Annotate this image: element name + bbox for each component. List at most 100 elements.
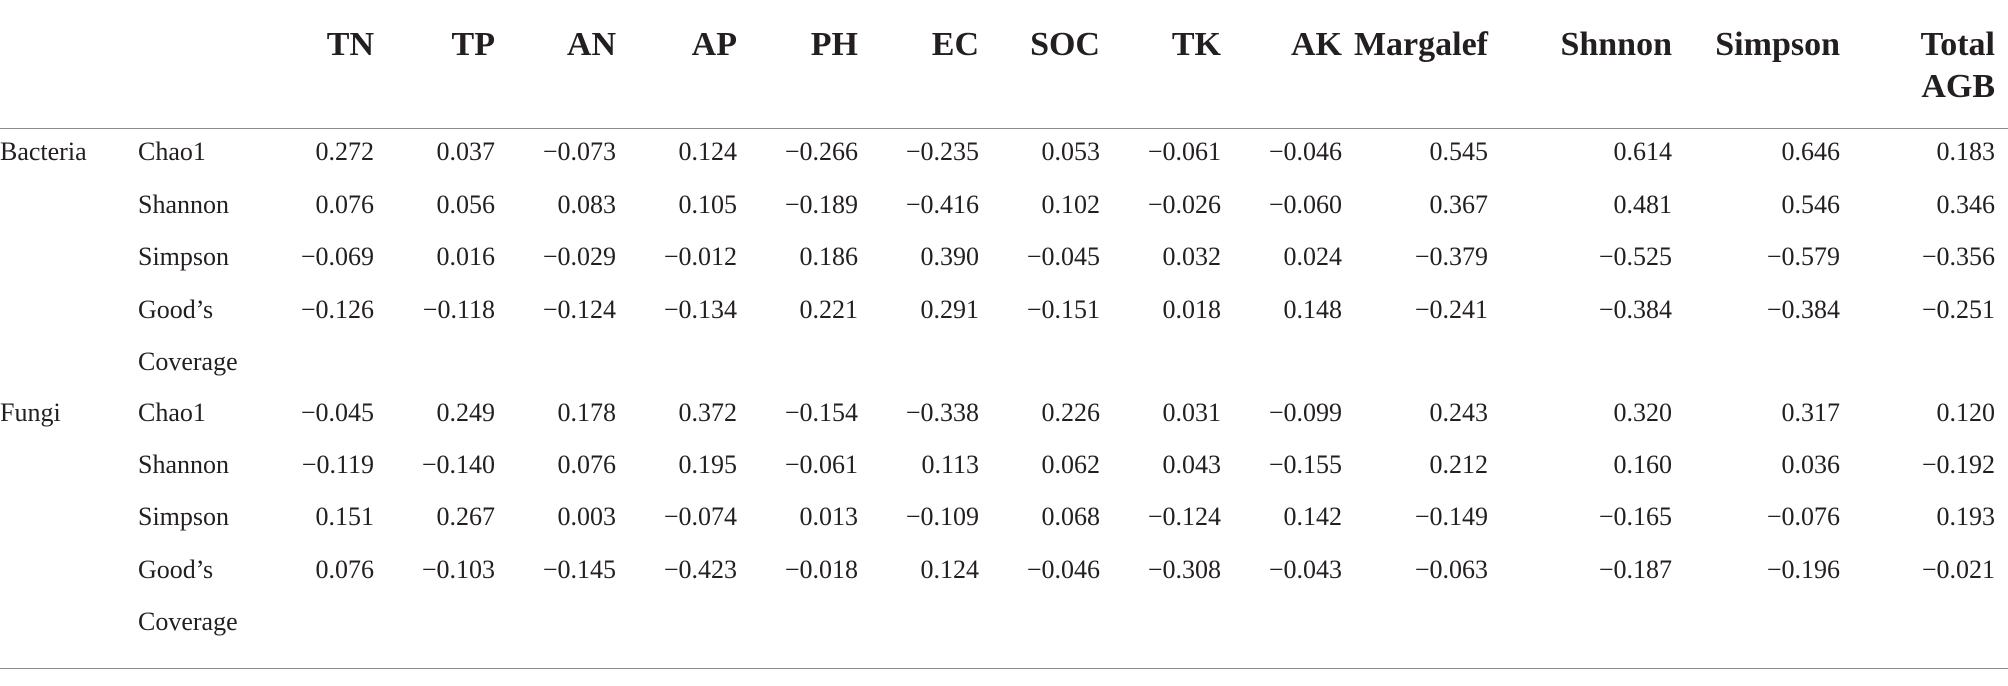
table-cell: −0.109 <box>905 502 979 531</box>
table-cell: 0.013 <box>799 502 859 531</box>
table-cell: 0.178 <box>557 398 617 427</box>
table-cell: 0.272 <box>315 137 375 166</box>
column-header: Simpson <box>1715 26 1840 63</box>
table-cell: 0.076 <box>315 555 375 584</box>
table-cell: −0.154 <box>784 398 858 427</box>
row-label: Chao1 <box>138 398 206 427</box>
table-cell: 0.102 <box>1041 190 1101 219</box>
table-cell: 0.481 <box>1613 190 1673 219</box>
table-cell: 0.124 <box>920 555 980 584</box>
table-cell: 0.193 <box>1936 502 1996 531</box>
table-cell: 0.018 <box>1162 295 1222 324</box>
row-label: Chao1 <box>138 137 206 166</box>
table-cell: 0.056 <box>436 190 496 219</box>
table-cell: 0.212 <box>1429 450 1489 479</box>
table-cell: −0.384 <box>1598 295 1672 324</box>
table-cell: 0.062 <box>1041 450 1101 479</box>
table-cell: 0.083 <box>557 190 617 219</box>
table-cell: −0.119 <box>301 450 374 479</box>
table-cell: 0.546 <box>1781 190 1841 219</box>
table-cell: 0.036 <box>1781 450 1841 479</box>
table-cell: −0.029 <box>542 242 616 271</box>
table-cell: 0.031 <box>1162 398 1222 427</box>
column-header: Shnnon <box>1560 26 1672 63</box>
table-cell: −0.045 <box>300 398 374 427</box>
table-cell: 0.032 <box>1162 242 1222 271</box>
table-cell: −0.103 <box>421 555 495 584</box>
table-cell: 0.186 <box>799 242 859 271</box>
table-cell: −0.356 <box>1921 242 1995 271</box>
table-cell: 0.076 <box>557 450 617 479</box>
table-cell: −0.061 <box>784 450 858 479</box>
table-cell: 0.317 <box>1781 398 1841 427</box>
group-label: Bacteria <box>0 137 87 166</box>
table-cell: 0.113 <box>921 450 979 479</box>
table-cell: −0.140 <box>421 450 495 479</box>
table-cell: 0.614 <box>1613 137 1673 166</box>
column-header: Total AGB <box>1920 26 1995 105</box>
table-cell: 0.076 <box>315 190 375 219</box>
table-cell: −0.423 <box>663 555 737 584</box>
row-label: Shannon <box>138 190 229 219</box>
table-cell: 0.142 <box>1283 502 1343 531</box>
table-cell: −0.338 <box>905 398 979 427</box>
table-cell: 0.195 <box>678 450 738 479</box>
table-cell: 0.390 <box>920 242 980 271</box>
column-header: TN <box>326 26 374 63</box>
table-cell: −0.151 <box>1026 295 1100 324</box>
table-cell: −0.018 <box>784 555 858 584</box>
table-cell: −0.251 <box>1921 295 1995 324</box>
column-header: AP <box>691 26 737 63</box>
table-cell: 0.243 <box>1429 398 1489 427</box>
table-cell: −0.134 <box>663 295 737 324</box>
table-cell: 0.367 <box>1429 190 1489 219</box>
table-cell: −0.012 <box>663 242 737 271</box>
table-cell: 0.105 <box>678 190 738 219</box>
table-cell: −0.525 <box>1598 242 1672 271</box>
table-cell: −0.145 <box>542 555 616 584</box>
table-cell: −0.579 <box>1766 242 1840 271</box>
table-cell: −0.021 <box>1921 555 1995 584</box>
table-cell: 0.320 <box>1613 398 1673 427</box>
table-cell: −0.099 <box>1268 398 1342 427</box>
table-cell: 0.068 <box>1041 502 1101 531</box>
row-label: Simpson <box>138 242 230 271</box>
column-header: Margalef <box>1353 26 1488 63</box>
table-cell: −0.416 <box>905 190 979 219</box>
table-cell: 0.291 <box>920 295 980 324</box>
table-cell: −0.046 <box>1026 555 1100 584</box>
table-cell: 0.183 <box>1936 137 1996 166</box>
table-cell: 0.221 <box>799 295 859 324</box>
table-cell: −0.196 <box>1766 555 1840 584</box>
table-cell: 0.372 <box>678 398 738 427</box>
table-cell: −0.308 <box>1147 555 1221 584</box>
table-cell: 0.124 <box>678 137 738 166</box>
table-cell: 0.151 <box>315 502 375 531</box>
table-cell: −0.241 <box>1414 295 1488 324</box>
table-cell: −0.149 <box>1414 502 1488 531</box>
table-cell: 0.003 <box>557 502 617 531</box>
table-cell: 0.545 <box>1429 137 1489 166</box>
column-header: SOC <box>1030 26 1100 63</box>
table-cell: −0.379 <box>1414 242 1488 271</box>
table-cell: 0.267 <box>436 502 496 531</box>
bottom-rule <box>0 668 2008 669</box>
table-cell: 0.226 <box>1041 398 1101 427</box>
table-cell: 0.346 <box>1936 190 1996 219</box>
table-cell: −0.187 <box>1598 555 1672 584</box>
table-cell: −0.026 <box>1147 190 1221 219</box>
table-cell: −0.126 <box>300 295 374 324</box>
table-cell: −0.060 <box>1268 190 1342 219</box>
group-label: Fungi <box>0 398 61 427</box>
table-cell: −0.155 <box>1268 450 1342 479</box>
table-cell: −0.192 <box>1921 450 1995 479</box>
column-header: TP <box>451 26 495 63</box>
table-cell: 0.016 <box>436 242 496 271</box>
table-cell: −0.266 <box>784 137 858 166</box>
table-cell: −0.043 <box>1268 555 1342 584</box>
table-cell: 0.053 <box>1041 137 1101 166</box>
table-cell: −0.124 <box>542 295 616 324</box>
column-header: TK <box>1171 26 1221 63</box>
table-cell: −0.189 <box>784 190 858 219</box>
